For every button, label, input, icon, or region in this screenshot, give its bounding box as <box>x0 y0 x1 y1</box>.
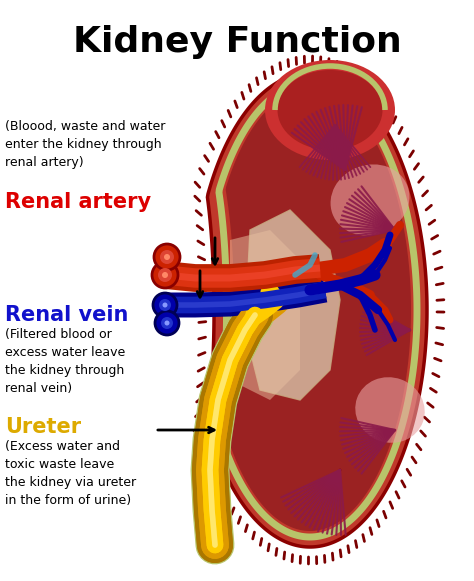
Circle shape <box>160 250 174 264</box>
Polygon shape <box>208 73 427 547</box>
Circle shape <box>163 303 167 307</box>
Circle shape <box>159 299 171 311</box>
Polygon shape <box>245 210 340 400</box>
Polygon shape <box>230 230 300 400</box>
Circle shape <box>162 272 168 278</box>
Ellipse shape <box>356 377 425 443</box>
Circle shape <box>164 321 170 325</box>
Text: (Bloood, waste and water
enter the kidney through
renal artery): (Bloood, waste and water enter the kidne… <box>5 120 165 169</box>
Ellipse shape <box>330 164 410 236</box>
Circle shape <box>161 317 173 329</box>
Polygon shape <box>226 89 411 531</box>
Ellipse shape <box>277 70 383 150</box>
Text: (Filtered blood or
excess water leave
the kidney through
renal vein): (Filtered blood or excess water leave th… <box>5 328 125 395</box>
Text: Renal vein: Renal vein <box>5 305 128 325</box>
Text: Ureter: Ureter <box>5 417 81 437</box>
Circle shape <box>164 254 170 260</box>
Text: Kidney Function: Kidney Function <box>73 25 401 59</box>
Circle shape <box>158 268 172 282</box>
Circle shape <box>152 262 178 288</box>
Ellipse shape <box>265 60 395 160</box>
Circle shape <box>155 311 179 335</box>
Circle shape <box>153 293 177 317</box>
Text: Renal artery: Renal artery <box>5 192 151 212</box>
Text: (Excess water and
toxic waste leave
the kidney via ureter
in the form of urine): (Excess water and toxic waste leave the … <box>5 440 136 507</box>
Circle shape <box>154 244 180 270</box>
